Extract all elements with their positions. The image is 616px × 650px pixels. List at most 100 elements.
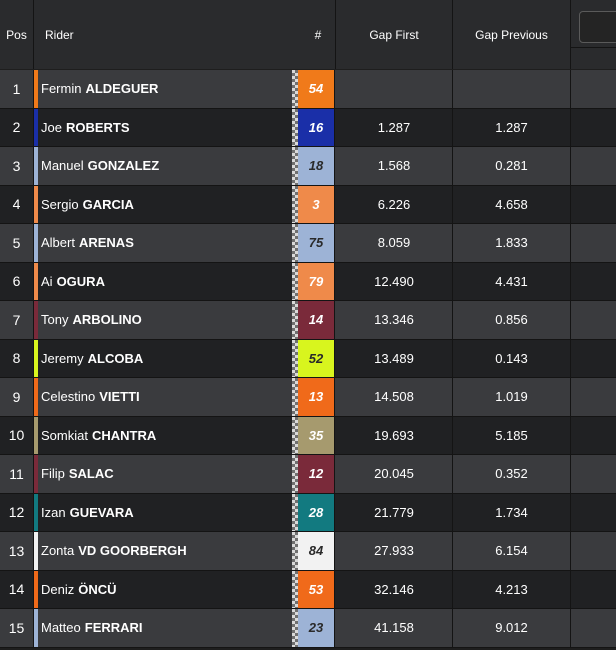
gap-previous-cell: 0.143 (453, 339, 571, 377)
extra-cell (571, 301, 616, 339)
rider-first-name: Albert (41, 235, 75, 251)
gap-first-cell: 6.226 (336, 185, 453, 223)
position-cell: 4 (0, 185, 34, 223)
position-cell: 13 (0, 532, 34, 570)
rider-cell[interactable]: Matteo FERRARI (34, 609, 300, 647)
rider-number-badge: 35 (298, 416, 335, 454)
gap-previous-cell: 0.856 (453, 301, 571, 339)
header-rider[interactable]: Rider (34, 0, 336, 69)
table-row[interactable]: 13 Zonta VD GOORBERGH 84 27.933 6.154 (0, 532, 616, 571)
checkered-flag-strip (292, 185, 298, 223)
gap-first-cell: 13.346 (336, 301, 453, 339)
rider-last-name: GUEVARA (69, 504, 134, 520)
table-row[interactable]: 2 Joe ROBERTS 16 1.287 1.287 (0, 108, 616, 147)
table-row[interactable]: 3 Manuel GONZALEZ 18 1.568 0.281 (0, 147, 616, 186)
team-color-bar (34, 224, 38, 262)
rider-first-name: Celestino (41, 389, 96, 405)
table-row[interactable]: 10 Somkiat CHANTRA 35 19.693 5.185 (0, 416, 616, 455)
table-row[interactable]: 15 Matteo FERRARI 23 41.158 9.012 (0, 609, 616, 648)
team-color-bar (34, 455, 38, 493)
table-row[interactable]: 6 Ai OGURA 79 12.490 4.431 (0, 262, 616, 301)
rider-last-name: ALCOBA (87, 350, 144, 366)
table-row[interactable]: 11 Filip SALAC 12 20.045 0.352 (0, 455, 616, 494)
checkered-flag-strip (292, 570, 298, 608)
rider-cell[interactable]: Joe ROBERTS (34, 108, 300, 146)
rider-cell[interactable]: Deniz ÖNCÜ (34, 570, 300, 608)
gap-previous-cell: 1.833 (453, 224, 571, 262)
position-cell: 1 (0, 70, 34, 108)
rider-last-name: ROBERTS (65, 119, 130, 135)
gap-previous-cell: 4.213 (453, 570, 571, 608)
rider-cell[interactable]: Zonta VD GOORBERGH (34, 532, 300, 570)
rider-cell[interactable]: Tony ARBOLINO (34, 301, 300, 339)
extra-cell (571, 70, 616, 108)
rider-number-badge: 52 (298, 339, 335, 377)
rider-first-name: Sergio (41, 196, 79, 212)
rider-first-name: Ai (41, 273, 53, 289)
extra-cell (571, 186, 616, 224)
gap-first-cell: 1.287 (336, 108, 453, 146)
table-row[interactable]: 5 Albert ARENAS 75 8.059 1.833 (0, 224, 616, 263)
rider-cell[interactable]: Somkiat CHANTRA (34, 416, 300, 454)
rider-last-name: ÖNCÜ (78, 581, 117, 597)
checkered-flag-strip (292, 147, 298, 185)
extra-cell (571, 494, 616, 532)
gap-previous-cell: 4.431 (453, 262, 571, 300)
gap-previous-cell (453, 70, 571, 108)
table-row[interactable]: 14 Deniz ÖNCÜ 53 32.146 4.213 (0, 570, 616, 609)
rider-cell[interactable]: Sergio GARCIA (34, 185, 300, 223)
header-gap-previous[interactable]: Gap Previous (453, 0, 571, 69)
header-gap-first[interactable]: Gap First (336, 0, 453, 69)
rider-number-badge: 53 (298, 570, 335, 608)
rider-cell[interactable]: Manuel GONZALEZ (34, 147, 300, 185)
rider-last-name: OGURA (56, 273, 105, 289)
table-row[interactable]: 1 Fermin ALDEGUER 54 (0, 70, 616, 109)
rider-last-name: FERRARI (84, 620, 143, 636)
rider-cell[interactable]: Ai OGURA (34, 262, 300, 300)
extra-cell (571, 224, 616, 262)
rider-last-name: VIETTI (99, 389, 140, 405)
gap-first-cell: 8.059 (336, 224, 453, 262)
table-header: Pos Rider # Gap First Gap Previous (0, 0, 616, 69)
gap-previous-cell: 1.287 (453, 108, 571, 146)
table-row[interactable]: 8 Jeremy ALCOBA 52 13.489 0.143 (0, 339, 616, 378)
checkered-flag-strip (292, 301, 298, 339)
rider-last-name: CHANTRA (91, 427, 157, 443)
rider-cell[interactable]: Jeremy ALCOBA (34, 339, 300, 377)
rider-last-name: ALDEGUER (85, 81, 159, 97)
rider-cell[interactable]: Filip SALAC (34, 455, 300, 493)
table-row[interactable]: 9 Celestino VIETTI 13 14.508 1.019 (0, 378, 616, 417)
rider-cell[interactable]: Izan GUEVARA (34, 493, 300, 531)
gap-first-cell: 14.508 (336, 378, 453, 416)
table-row[interactable]: 12 Izan GUEVARA 28 21.779 1.734 (0, 493, 616, 532)
checkered-flag-strip (292, 224, 298, 262)
rider-last-name: VD GOORBERGH (78, 543, 187, 559)
rider-cell[interactable]: Fermin ALDEGUER (34, 70, 300, 108)
rider-last-name: ARBOLINO (72, 312, 142, 328)
rider-number-badge: 54 (298, 70, 335, 108)
rider-first-name: Filip (41, 466, 65, 482)
gap-previous-cell: 0.281 (453, 147, 571, 185)
rider-first-name: Zonta (41, 543, 75, 559)
table-row[interactable]: 7 Tony ARBOLINO 14 13.346 0.856 (0, 301, 616, 340)
gap-first-cell: 32.146 (336, 570, 453, 608)
gap-first-cell: 27.933 (336, 532, 453, 570)
checkered-flag-strip (292, 339, 298, 377)
rider-first-name: Tony (41, 312, 69, 328)
extra-cell (571, 109, 616, 147)
extra-cell (571, 455, 616, 493)
gap-first-cell: 12.490 (336, 262, 453, 300)
header-number[interactable]: # (314, 27, 322, 42)
gap-first-cell: 20.045 (336, 455, 453, 493)
checkered-flag-strip (292, 262, 298, 300)
rider-first-name: Deniz (41, 581, 75, 597)
rider-number-badge: 84 (298, 532, 335, 570)
rider-cell[interactable]: Albert ARENAS (34, 224, 300, 262)
table-row[interactable]: 4 Sergio GARCIA 3 6.226 4.658 (0, 185, 616, 224)
gap-previous-cell: 4.658 (453, 185, 571, 223)
rider-number-badge: 12 (298, 455, 335, 493)
rider-cell[interactable]: Celestino VIETTI (34, 378, 300, 416)
column-filter-box[interactable] (579, 11, 616, 43)
gap-previous-cell: 5.185 (453, 416, 571, 454)
header-pos[interactable]: Pos (0, 0, 34, 69)
